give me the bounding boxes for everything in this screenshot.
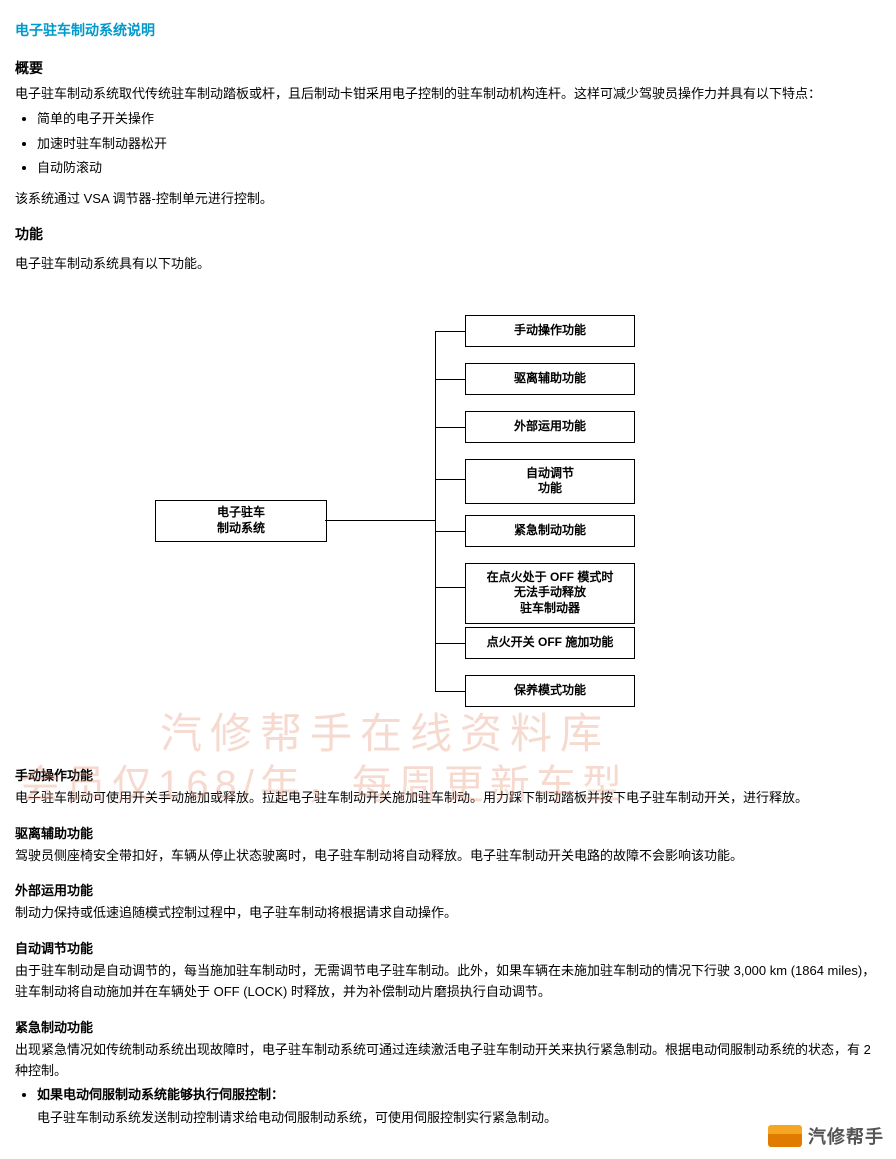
bullet-item: 如果电动伺服制动系统能够执行伺服控制：电子驻车制动系统发送制动控制请求给电动伺服… [37, 1085, 881, 1129]
section-sub-bullets: 如果电动伺服制动系统能够执行伺服控制：电子驻车制动系统发送制动控制请求给电动伺服… [15, 1085, 881, 1129]
bullet-item: 简单的电子开关操作 [37, 109, 881, 130]
section-body: 电子驻车制动可使用开关手动施加或释放。拉起电子驻车制动开关施加驻车制动。用力踩下… [15, 788, 881, 809]
functions-heading: 功能 [15, 224, 881, 244]
logo-text: 汽修帮手 [808, 1123, 884, 1149]
diagram-child-node: 自动调节功能 [465, 459, 635, 504]
overview-intro: 电子驻车制动系统取代传统驻车制动踏板或杆，且后制动卡钳采用电子控制的驻车制动机构… [15, 84, 881, 105]
diagram-child-node: 保养模式功能 [465, 675, 635, 707]
diagram-root-node: 电子驻车制动系统 [155, 500, 327, 542]
bullet-item: 自动防滚动 [37, 158, 881, 179]
section-subheading: 自动调节功能 [15, 938, 881, 957]
bullet-item: 加速时驻车制动器松开 [37, 134, 881, 155]
section-subheading: 紧急制动功能 [15, 1017, 881, 1036]
diagram-child-node: 手动操作功能 [465, 315, 635, 347]
diagram-child-node: 驱离辅助功能 [465, 363, 635, 395]
section-body: 由于驻车制动是自动调节的，每当施加驻车制动时，无需调节电子驻车制动。此外，如果车… [15, 961, 881, 1003]
diagram-child-node: 外部运用功能 [465, 411, 635, 443]
overview-control-note: 该系统通过 VSA 调节器-控制单元进行控制。 [15, 189, 881, 210]
section-body: 制动力保持或低速追随模式控制过程中，电子驻车制动将根据请求自动操作。 [15, 903, 881, 924]
functions-intro: 电子驻车制动系统具有以下功能。 [15, 254, 881, 275]
footer-logo: 汽修帮手 [768, 1123, 884, 1149]
diagram-child-node: 紧急制动功能 [465, 515, 635, 547]
section-subheading: 驱离辅助功能 [15, 823, 881, 842]
section-subheading: 外部运用功能 [15, 880, 881, 899]
functions-diagram: 电子驻车制动系统 手动操作功能驱离辅助功能外部运用功能自动调节功能紧急制动功能在… [45, 305, 765, 745]
car-icon [768, 1125, 802, 1147]
section-body: 出现紧急情况如传统制动系统出现故障时，电子驻车制动系统可通过连续激活电子驻车制动… [15, 1040, 881, 1082]
section-subheading: 手动操作功能 [15, 765, 881, 784]
overview-heading: 概要 [15, 58, 881, 78]
diagram-child-node: 点火开关 OFF 施加功能 [465, 627, 635, 659]
doc-title: 电子驻车制动系统说明 [15, 20, 881, 40]
section-body: 驾驶员侧座椅安全带扣好，车辆从停止状态驶离时，电子驻车制动将自动释放。电子驻车制… [15, 846, 881, 867]
diagram-child-node: 在点火处于 OFF 模式时无法手动释放驻车制动器 [465, 563, 635, 624]
overview-bullets: 简单的电子开关操作 加速时驻车制动器松开 自动防滚动 [15, 109, 881, 179]
